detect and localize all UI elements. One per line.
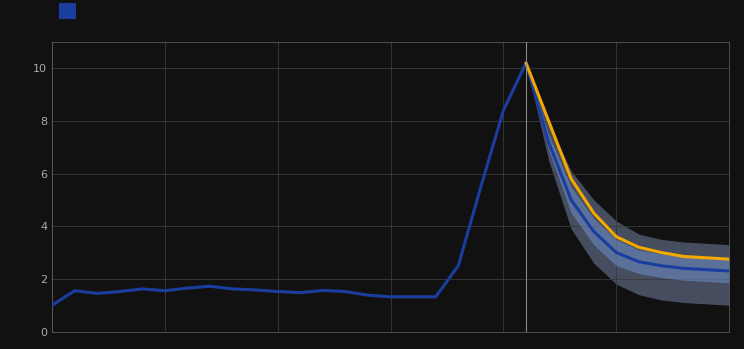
FancyBboxPatch shape xyxy=(59,3,76,19)
